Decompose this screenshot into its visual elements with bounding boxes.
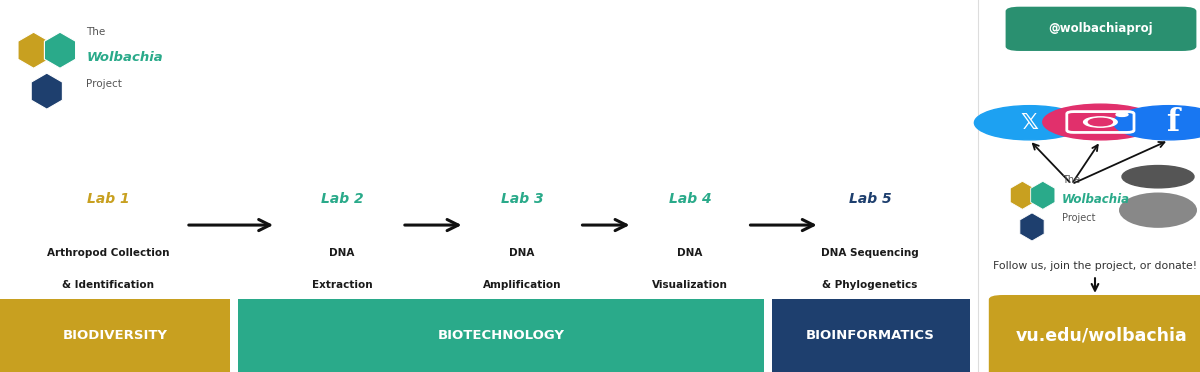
Text: The: The (86, 27, 106, 36)
Text: Amplification: Amplification (482, 280, 562, 289)
Polygon shape (31, 73, 62, 109)
Text: Project: Project (86, 79, 122, 89)
Circle shape (1122, 166, 1194, 188)
Text: Project: Project (1062, 213, 1096, 222)
Text: Extraction: Extraction (312, 280, 372, 289)
Circle shape (1043, 104, 1158, 140)
Text: f: f (1166, 106, 1178, 138)
Text: BIOINFORMATICS: BIOINFORMATICS (806, 329, 935, 342)
Polygon shape (1031, 181, 1055, 209)
Circle shape (974, 106, 1085, 140)
Text: Lab 5: Lab 5 (848, 192, 892, 206)
Text: & Identification: & Identification (62, 280, 154, 289)
Text: BIODIVERSITY: BIODIVERSITY (62, 329, 168, 342)
Polygon shape (1020, 213, 1044, 241)
Text: The: The (1062, 176, 1080, 185)
Text: Wolbachia: Wolbachia (86, 51, 163, 64)
Text: DNA Sequencing: DNA Sequencing (821, 248, 919, 258)
Text: DNA: DNA (329, 248, 355, 258)
FancyBboxPatch shape (989, 295, 1200, 372)
Text: Lab 3: Lab 3 (500, 192, 544, 206)
Text: DNA: DNA (677, 248, 703, 258)
Text: Lab 4: Lab 4 (668, 192, 712, 206)
Circle shape (1084, 117, 1117, 127)
Polygon shape (1010, 181, 1034, 209)
Text: BIOTECHNOLOGY: BIOTECHNOLOGY (438, 329, 564, 342)
Text: 𝕏: 𝕏 (1021, 113, 1038, 133)
Ellipse shape (1120, 193, 1198, 228)
Text: Follow us, join the project, or donate!: Follow us, join the project, or donate! (994, 261, 1198, 271)
Text: DNA: DNA (509, 248, 535, 258)
Circle shape (1116, 113, 1128, 116)
FancyBboxPatch shape (238, 299, 764, 372)
Polygon shape (18, 32, 49, 68)
Text: Visualization: Visualization (652, 280, 728, 289)
FancyBboxPatch shape (772, 299, 970, 372)
Text: vu.edu/wolbachia: vu.edu/wolbachia (1015, 327, 1188, 345)
Circle shape (1114, 106, 1200, 140)
FancyBboxPatch shape (1006, 7, 1196, 51)
Text: Wolbachia: Wolbachia (1062, 193, 1130, 205)
Text: & Phylogenetics: & Phylogenetics (822, 280, 918, 289)
Polygon shape (44, 32, 76, 68)
Text: Arthropod Collection: Arthropod Collection (47, 248, 169, 258)
Text: Lab 2: Lab 2 (320, 192, 364, 206)
FancyBboxPatch shape (0, 299, 230, 372)
Text: @wolbachiaproj: @wolbachiaproj (1049, 22, 1153, 35)
Text: Lab 1: Lab 1 (86, 192, 130, 206)
Circle shape (1088, 118, 1112, 126)
